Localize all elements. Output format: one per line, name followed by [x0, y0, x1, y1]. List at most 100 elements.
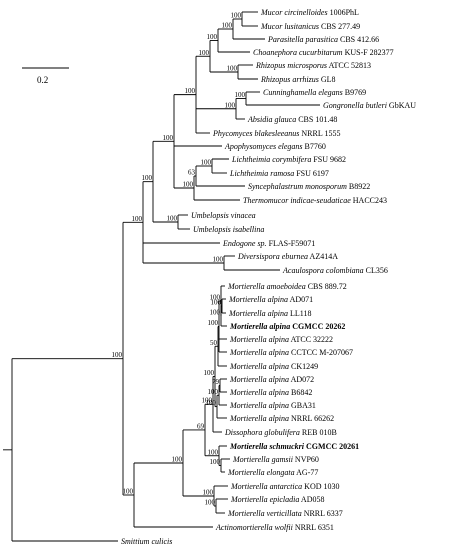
taxon-label: Mucor lusitanicus CBS 277.49	[260, 22, 360, 31]
bootstrap-value: 100	[213, 256, 224, 264]
taxon-strain: GBA31	[289, 401, 316, 410]
taxon-species: Endogone sp.	[222, 239, 267, 248]
bootstrap-value: 50	[210, 339, 218, 347]
taxon-strain: FSU 6197	[294, 169, 329, 178]
taxon-label: Mortierella antarctica KOD 1030	[230, 482, 340, 491]
taxon-strain: CCTCC M-207067	[289, 348, 353, 357]
taxon-label: Mortierella amoeboidea CBS 889.72	[227, 282, 347, 291]
taxon-strain: ATCC 32222	[289, 335, 333, 344]
bootstrap-value: 100	[204, 369, 215, 377]
taxon-label: Cunninghamella elegans B9769	[263, 88, 366, 97]
bootstrap-value: 63	[188, 169, 196, 177]
scale-bar-label: 0.2	[37, 75, 48, 85]
taxon-strain: FLAS-F59071	[267, 239, 316, 248]
taxon-strain: KOD 1030	[302, 482, 339, 491]
taxon-label: Mortierella alpina GBA31	[229, 401, 316, 410]
taxon-species: Acaulospora colombiana	[282, 266, 364, 275]
bootstrap-value: 100	[163, 134, 174, 142]
taxon-species: Mortierella amoeboidea	[227, 282, 306, 291]
taxon-strain: LL118	[288, 309, 311, 318]
taxon-strain: GL8	[319, 75, 336, 84]
taxon-species: Absidia glauca	[247, 115, 296, 124]
taxon-species: Cunninghamella elegans	[263, 88, 343, 97]
taxon-label: Umbelopsis vinacea	[191, 211, 256, 220]
taxon-strain: CBS 277.49	[319, 22, 360, 31]
taxon-species: Mortierella alpina	[228, 295, 288, 304]
taxon-strain: CBS 412.66	[338, 35, 379, 44]
taxon-labels: Mucor circinelloides 1006PhL Mucor lusita…	[121, 8, 416, 546]
taxon-strain: B8922	[347, 182, 370, 191]
bootstrap-value: 100	[205, 499, 216, 507]
taxon-species: Phycomyces blakesleeanus	[212, 129, 299, 138]
taxon-label: Dissophora globulifera REB 010B	[224, 428, 337, 437]
bootstrap-value: 100	[222, 22, 233, 30]
taxon-species: Mortierella alpina	[228, 309, 288, 318]
bootstrap-value: 79	[212, 378, 220, 386]
taxon-species: Mortierella schmuckri	[229, 442, 305, 451]
taxon-strain: AD071	[288, 295, 313, 304]
taxon-strain: KUS-F 282377	[343, 48, 394, 57]
taxon-species: Choanephora cucurbitarum	[253, 48, 343, 57]
taxon-label: Mortierella alpina NRRL 66262	[229, 414, 334, 423]
bootstrap-value: 100	[210, 458, 221, 466]
bootstrap-value: 100	[231, 12, 242, 20]
taxon-species: Diversispora eburnea	[237, 252, 308, 261]
bootstrap-value: 100	[132, 215, 143, 223]
bootstrap-value: 100	[211, 299, 222, 307]
taxon-label: Parasitella parasitica CBS 412.66	[267, 35, 379, 44]
bootstrap-value: 69	[197, 422, 205, 430]
taxon-strain: NRRL 1555	[299, 129, 340, 138]
bootstrap-value: 100	[210, 309, 221, 317]
taxon-species: Rhizopus arrhizus	[260, 75, 319, 84]
taxon-label: Mortierella verticillata NRRL 6337	[227, 509, 343, 518]
taxon-species: Mortierella alpina	[229, 388, 289, 397]
taxon-species: Mortierella elongata	[227, 468, 295, 477]
taxon-label: Endogone sp. FLAS-F59071	[222, 239, 315, 248]
taxon-strain: AZ414A	[308, 252, 338, 261]
bootstrap-value: 100	[208, 319, 219, 327]
bootstrap-value: 100	[183, 181, 194, 189]
taxon-species: Mortierella alpina	[229, 362, 289, 371]
taxon-label: Apophysomyces elegans B7760	[224, 142, 326, 151]
taxon-species: Syncephalastrum monosporum	[248, 182, 347, 191]
bootstrap-value: 100	[172, 455, 183, 463]
taxon-label: Thermomucor indicae-seudaticae HACC243	[243, 196, 387, 205]
bootstrap-value: 100	[203, 489, 214, 497]
taxon-species: Gongronella butleri	[323, 101, 387, 110]
taxon-strain: B6842	[289, 388, 312, 397]
tree-branches	[3, 11, 320, 542]
bootstrap-value: 100	[206, 399, 217, 407]
taxon-species: Mortierella alpina	[229, 348, 289, 357]
taxon-species: Lichtheimia ramosa	[229, 169, 294, 178]
taxon-label: Choanephora cucurbitarum KUS-F 282377	[253, 48, 394, 57]
taxon-species: Mortierella alpina	[229, 375, 289, 384]
taxon-label: Smittium culicis	[121, 537, 172, 546]
taxon-strain: AD072	[289, 375, 314, 384]
taxon-label: Mortierella alpina AD071	[228, 295, 313, 304]
bootstrap-value: 100	[167, 215, 178, 223]
taxon-label: Absidia glauca CBS 101.48	[247, 115, 337, 124]
bootstrap-value: 100	[227, 65, 238, 73]
bootstrap-value: 100	[201, 159, 212, 167]
taxon-species: Parasitella parasitica	[267, 35, 338, 44]
bootstrap-value: 100	[142, 174, 153, 182]
taxon-species: Mortierella epicladia	[230, 495, 299, 504]
taxon-strain: NRRL 6351	[293, 523, 334, 532]
bootstrap-value: 100	[210, 294, 221, 302]
bootstrap-labels: 100 100 100 100 100 100 100 100 100 63 100 100 100 10…	[112, 12, 246, 507]
bootstrap-value: 100	[112, 351, 123, 359]
taxon-species: Lichtheimia corymbifera	[231, 155, 311, 164]
taxon-label: Mortierella alpina LL118	[228, 309, 312, 318]
bootstrap-value: 100	[208, 388, 219, 396]
bootstrap-value: 100	[235, 91, 246, 99]
taxon-strain: CL356	[364, 266, 388, 275]
taxon-strain: CBS 101.48	[296, 115, 337, 124]
taxon-species: Umbelopsis isabellina	[193, 225, 264, 234]
taxon-species: Smittium culicis	[121, 537, 172, 546]
taxon-strain: CBS 889.72	[306, 282, 347, 291]
taxon-label: Mortierella epicladia AD058	[230, 495, 324, 504]
taxon-species: Mortierella alpina	[229, 414, 289, 423]
taxon-species: Mortierella alpina	[229, 335, 289, 344]
taxon-strain: CK1249	[289, 362, 318, 371]
taxon-label: Mortierella alpina B6842	[229, 388, 312, 397]
